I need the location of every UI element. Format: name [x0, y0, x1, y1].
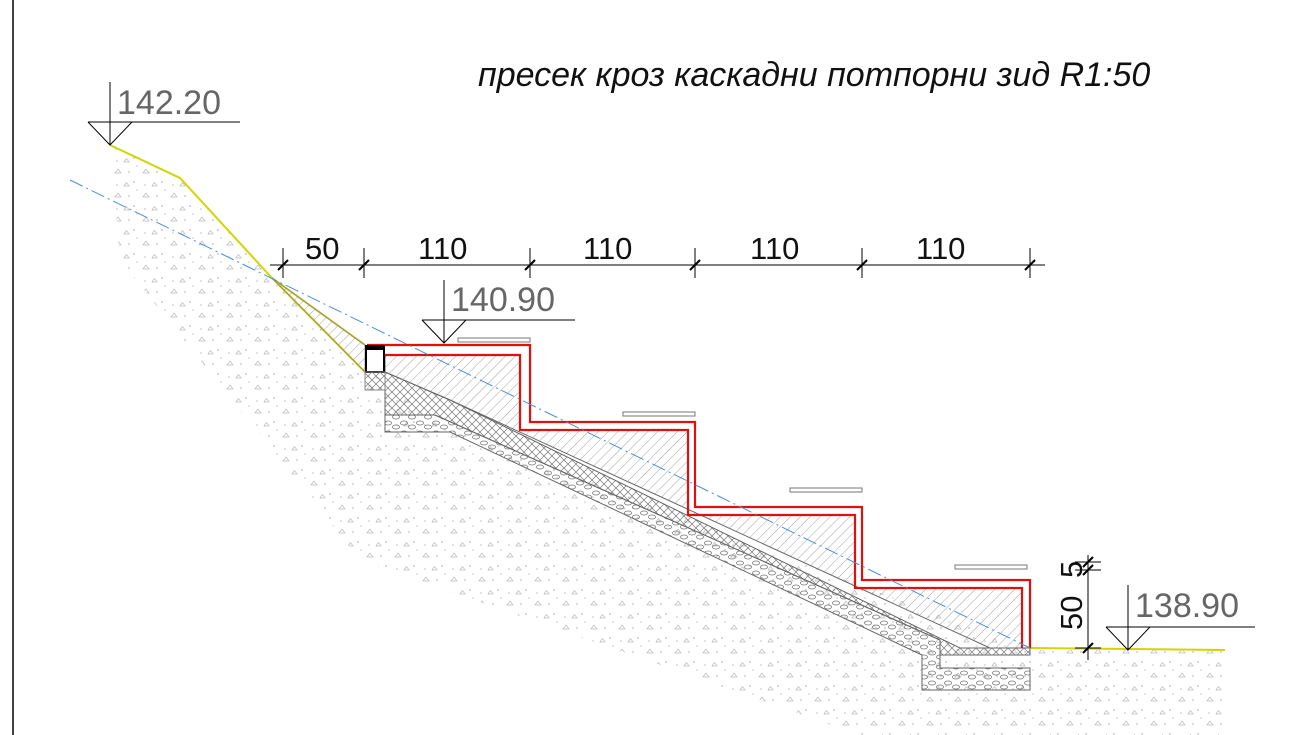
dimension-110-a: 110: [418, 231, 467, 266]
level-label-bottom: 138.90: [1135, 587, 1239, 625]
vertical-dimension: 50 5: [1054, 555, 1101, 660]
drain-channel-cap: [366, 346, 384, 350]
dimension-110-d: 110: [916, 231, 965, 266]
level-label-top: 142.20: [117, 84, 221, 122]
level-label-mid: 140.90: [451, 281, 555, 319]
dimension-50: 50: [305, 231, 339, 266]
dimension-vertical-50: 50: [1054, 596, 1089, 630]
drawing-title: пресек кроз каскадни потпорни зид R1:50: [478, 56, 1150, 94]
dimension-vertical-5: 5: [1054, 561, 1089, 578]
drain-foot: [365, 372, 385, 390]
step-slab-3: [790, 488, 862, 492]
level-marker-top: 142.20: [88, 82, 240, 145]
level-marker-mid: 140.90: [422, 280, 575, 343]
step-slab-4: [955, 565, 1027, 569]
dimension-110-b: 110: [583, 231, 632, 266]
step-slab-2: [623, 412, 695, 416]
step-slab-1: [458, 338, 530, 342]
level-marker-bottom: 138.90: [1106, 585, 1255, 650]
dimension-110-c: 110: [750, 231, 799, 266]
horizontal-dimension: 50 110 110 110 110: [270, 231, 1045, 278]
